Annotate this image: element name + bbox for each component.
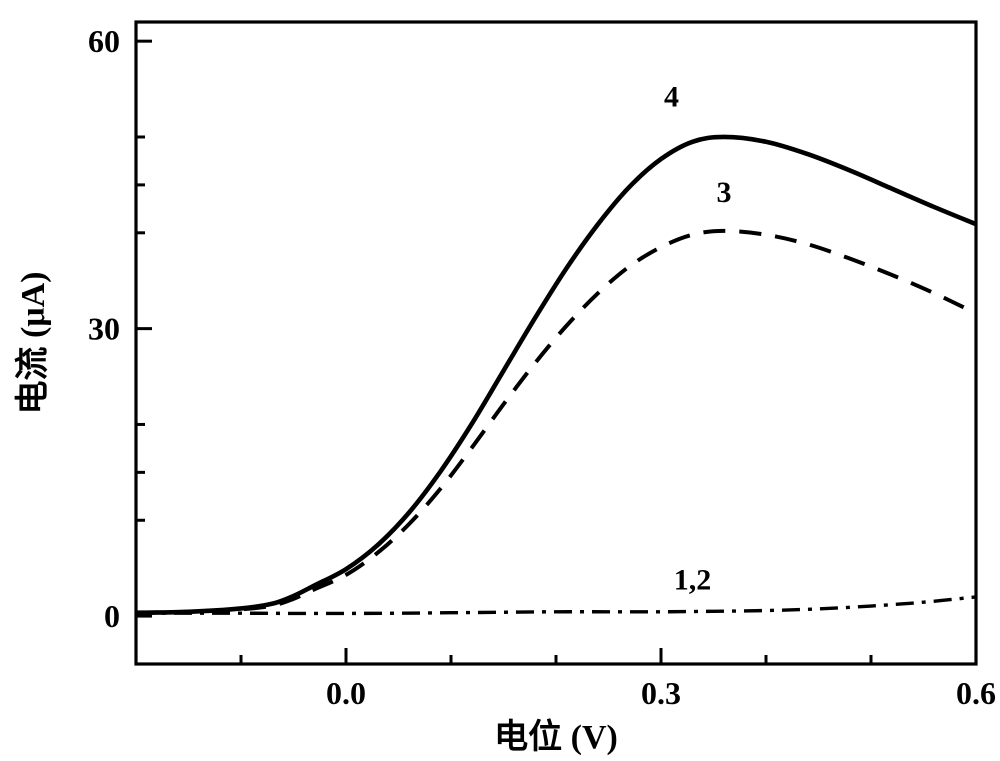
x-tick-label: 0.0 [326,675,366,711]
voltammogram-chart: 0.0 0.3 0.6 0 30 60 电位 (V) 电流 (μA) 1,2 3 4 [0,0,1000,761]
chart-svg: 0.0 0.3 0.6 0 30 60 电位 (V) 电流 (μA) 1,2 3 4 [0,0,1000,761]
x-axis-label: 电位 (V) [494,718,618,756]
y-tick-label: 0 [104,598,120,634]
x-tick-label: 0.6 [956,675,996,711]
y-axis-label: 电流 (μA) [14,272,52,415]
series-label-curve12: 1,2 [674,563,712,596]
series-label-curve4: 4 [664,80,679,113]
y-tick-label: 30 [88,311,120,347]
series-label-curve3: 3 [717,176,732,209]
y-tick-label: 60 [88,23,120,59]
x-tick-label: 0.3 [641,675,681,711]
